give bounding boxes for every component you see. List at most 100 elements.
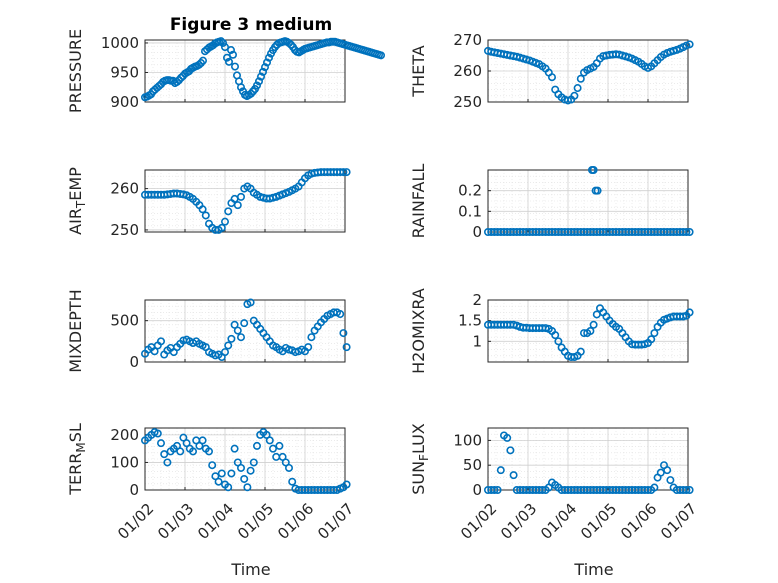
data-point — [586, 326, 595, 335]
data-point — [227, 334, 236, 343]
data-point — [496, 466, 505, 475]
data-point — [490, 485, 499, 494]
y-axis-label: THETA — [409, 45, 428, 97]
data-point — [224, 483, 233, 492]
data-point — [153, 429, 162, 438]
y-axis-label: RAINFALL — [409, 164, 428, 239]
subplot-h2omixra: 1 1.5 2 H2OMIXRA — [409, 288, 694, 374]
y-axis-label-part: EMP — [66, 167, 85, 201]
data-point — [685, 40, 694, 49]
data-point — [509, 471, 518, 480]
y-axis-label-part: RAINFALL — [409, 164, 428, 239]
data-point — [663, 466, 672, 475]
data-point — [547, 73, 556, 82]
data-point — [237, 333, 246, 342]
data-point — [576, 347, 585, 356]
data-point — [173, 77, 182, 86]
y-tick-label: 250 — [110, 221, 139, 239]
data-point — [656, 468, 665, 477]
data-point — [342, 480, 351, 489]
data-point — [258, 67, 267, 76]
data-point — [376, 51, 385, 60]
data-point — [265, 436, 274, 445]
data-point — [177, 73, 186, 82]
data-point — [237, 83, 246, 92]
data-point — [221, 43, 230, 52]
data-point — [157, 337, 166, 346]
data-point — [253, 441, 262, 450]
data-point — [307, 333, 316, 342]
data-point — [284, 38, 293, 47]
data-point — [199, 56, 208, 65]
subplot-air_temp: 250 260 AIRTEMP — [66, 167, 351, 239]
y-axis-label-part: AIR — [66, 208, 85, 235]
data-point — [275, 441, 284, 450]
subplot-pressure: 900 950 1000 PRESSURE — [66, 29, 385, 113]
data-point — [268, 444, 277, 453]
data-point — [233, 326, 242, 335]
y-axis-label-part: M — [74, 442, 88, 452]
data-point — [554, 337, 563, 346]
data-point — [643, 485, 652, 494]
data-point — [253, 81, 262, 90]
y-axis-label: SUNFLUX — [409, 423, 431, 495]
y-tick-label: 0 — [472, 481, 482, 499]
data-point — [650, 483, 659, 492]
data-point — [227, 469, 236, 478]
data-point — [284, 463, 293, 472]
data-point — [163, 458, 172, 467]
data-point — [217, 223, 226, 232]
data-point — [264, 53, 273, 62]
y-tick-label: 270 — [453, 31, 482, 49]
data-point — [342, 168, 351, 177]
data-point — [240, 319, 249, 328]
xlabel-left: Time — [230, 560, 270, 579]
y-axis-label-part: THETA — [409, 45, 428, 97]
subplot-mixdepth: 0 500 MIXDEPTH — [66, 289, 351, 373]
data-point — [160, 450, 169, 459]
data-point — [685, 485, 694, 494]
y-axis-label-part: LUX — [409, 423, 428, 454]
y-axis-label-part: SUN — [409, 461, 428, 495]
y-axis-label-part: H2OMIXRA — [409, 288, 428, 374]
data-point — [230, 444, 239, 453]
y-axis-label-part: F — [417, 454, 431, 461]
y-axis-label: AIRTEMP — [66, 167, 88, 235]
y-tick-label: 50 — [463, 456, 482, 474]
data-point — [229, 50, 238, 59]
y-tick-label: 0 — [129, 353, 139, 371]
data-point — [682, 228, 691, 237]
data-point — [256, 72, 265, 81]
data-point — [260, 63, 269, 72]
data-point — [243, 483, 252, 492]
data-point — [150, 347, 159, 356]
y-axis-label-part: T — [74, 200, 88, 209]
y-tick-label: 2 — [472, 291, 482, 309]
data-point — [189, 447, 198, 456]
axes-frame — [144, 39, 346, 103]
y-tick-label: 900 — [110, 93, 139, 111]
y-tick-label: 0.2 — [458, 182, 482, 200]
data-point — [304, 343, 313, 352]
y-tick-label: 200 — [110, 426, 139, 444]
data-point — [155, 82, 164, 91]
subplot-theta: 250 260 270 THETA — [409, 31, 694, 111]
data-point — [176, 447, 185, 456]
data-point — [685, 308, 694, 317]
data-point — [570, 91, 579, 100]
y-tick-label: 260 — [110, 180, 139, 198]
data-point — [573, 84, 582, 93]
axes-frame — [144, 169, 346, 233]
data-point — [231, 62, 240, 71]
y-axis-label-part: PRESSURE — [66, 29, 85, 113]
data-point — [589, 320, 598, 329]
data-point — [157, 439, 166, 448]
y-axis-label-part: SL — [66, 423, 85, 442]
data-point — [551, 331, 560, 340]
data-point — [339, 168, 348, 177]
data-point — [593, 186, 602, 195]
y-tick-label: 250 — [453, 93, 482, 111]
figure-title: Figure 3 medium — [170, 15, 332, 35]
data-point — [246, 298, 255, 307]
